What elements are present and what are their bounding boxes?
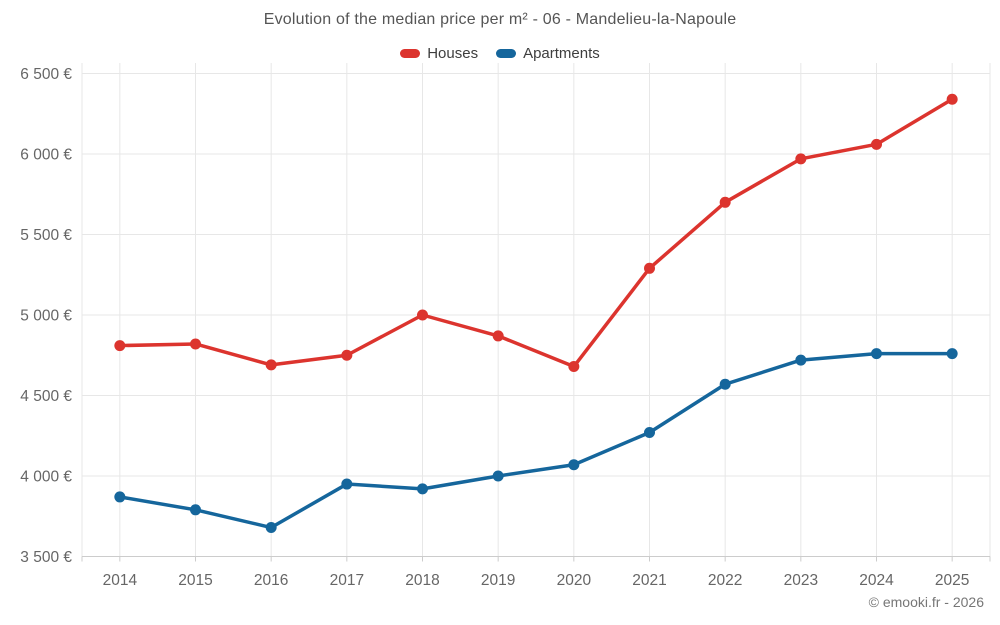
y-axis-label: 5 500 € — [20, 227, 72, 244]
y-axis-label: 4 000 € — [20, 469, 72, 486]
data-point-houses-2019[interactable] — [492, 330, 504, 342]
data-point-apartments-2023[interactable] — [795, 354, 807, 366]
data-point-apartments-2018[interactable] — [417, 483, 428, 495]
data-point-houses-2020[interactable] — [568, 361, 580, 373]
data-point-houses-2016[interactable] — [265, 359, 277, 371]
houses-legend-marker — [400, 49, 421, 58]
y-axis-label: 3 500 € — [20, 549, 72, 566]
houses-legend-label: Houses — [427, 45, 479, 62]
x-axis-label: 2020 — [557, 572, 592, 589]
y-axis-label: 6 500 € — [20, 66, 72, 83]
data-point-apartments-2025[interactable] — [946, 348, 958, 360]
data-point-apartments-2017[interactable] — [341, 478, 353, 490]
x-axis-label: 2014 — [103, 572, 138, 589]
data-point-apartments-2024[interactable] — [871, 348, 882, 360]
x-axis-label: 2019 — [481, 572, 515, 589]
data-point-houses-2014[interactable] — [114, 340, 126, 352]
data-point-houses-2018[interactable] — [417, 309, 428, 321]
apartments-legend-label: Apartments — [523, 45, 600, 62]
x-axis-label: 2025 — [935, 572, 969, 589]
chart-title: Evolution of the median price per m² - 0… — [263, 11, 737, 28]
data-point-apartments-2016[interactable] — [265, 522, 277, 534]
x-axis-label: 2018 — [405, 572, 439, 589]
data-point-houses-2022[interactable] — [719, 196, 731, 208]
series-line-apartments — [118, 351, 954, 530]
legend-item-apartments[interactable]: Apartments — [496, 45, 600, 62]
apartments-legend-marker — [496, 49, 517, 58]
attribution: © emooki.fr - 2026 — [868, 594, 984, 610]
data-point-houses-2025[interactable] — [946, 93, 958, 105]
data-point-houses-2021[interactable] — [644, 262, 655, 274]
data-point-apartments-2014[interactable] — [114, 491, 126, 503]
x-axis-label: 2015 — [178, 572, 212, 589]
data-point-houses-2024[interactable] — [871, 138, 882, 150]
data-point-apartments-2015[interactable] — [190, 504, 201, 516]
legend-item-houses[interactable]: Houses — [400, 45, 478, 62]
y-axis-label: 4 500 € — [20, 388, 72, 405]
x-axis-label: 2017 — [330, 572, 364, 589]
x-axis-label: 2021 — [632, 572, 666, 589]
x-axis-label: 2023 — [784, 572, 818, 589]
data-point-apartments-2022[interactable] — [719, 378, 731, 390]
data-point-houses-2017[interactable] — [341, 349, 353, 361]
x-axis-label: 2016 — [254, 572, 288, 589]
x-axis-label: 2022 — [708, 572, 742, 589]
legend: Houses Apartments — [0, 45, 1000, 62]
y-axis-label: 5 000 € — [20, 308, 72, 325]
x-axis-label: 2024 — [859, 572, 894, 589]
data-point-apartments-2019[interactable] — [492, 470, 504, 482]
data-point-apartments-2020[interactable] — [568, 459, 580, 471]
y-axis-label: 6 000 € — [20, 147, 72, 164]
series-line-houses — [118, 97, 954, 369]
data-point-houses-2015[interactable] — [190, 338, 201, 350]
data-point-houses-2023[interactable] — [795, 153, 807, 165]
data-point-apartments-2021[interactable] — [644, 427, 655, 439]
